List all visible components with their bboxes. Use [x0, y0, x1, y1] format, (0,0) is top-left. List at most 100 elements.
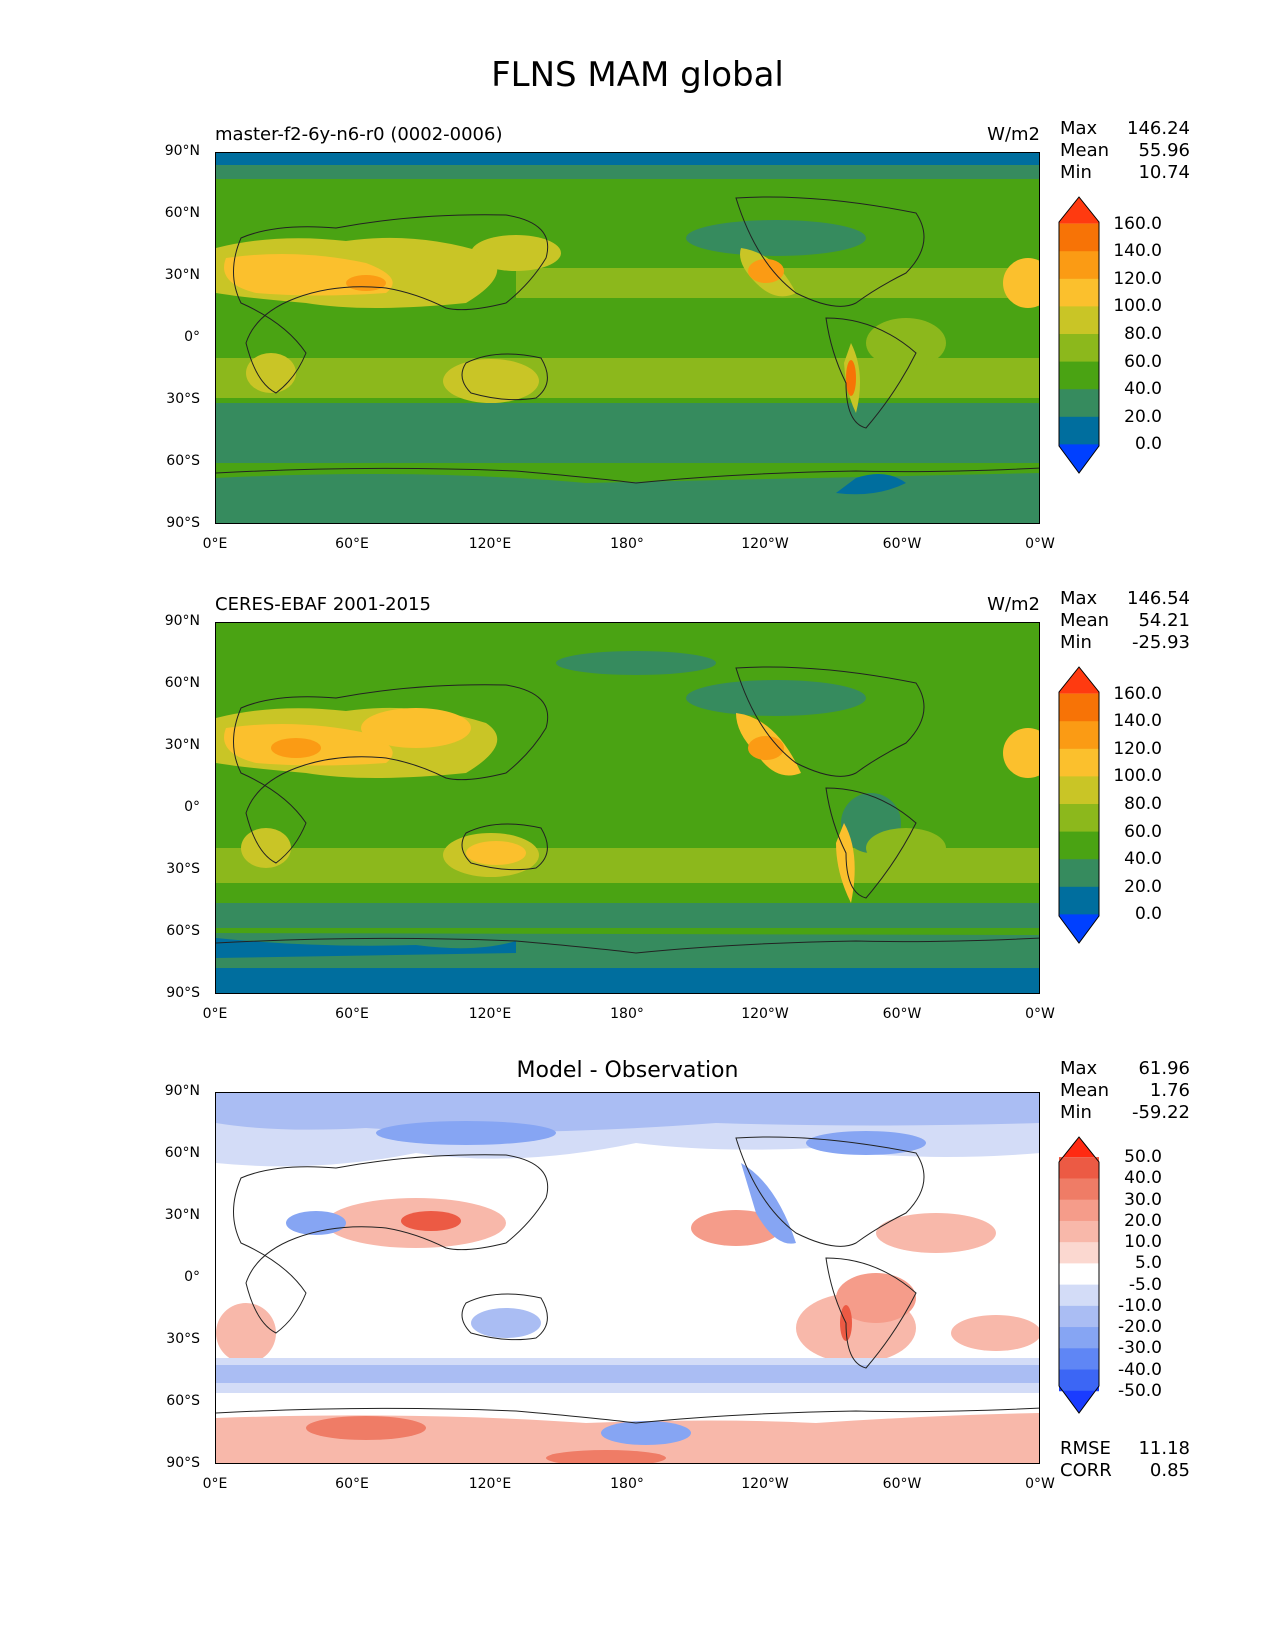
x-tick-label: 60°W	[882, 536, 922, 552]
metric-value: 0.85	[1149, 1460, 1190, 1481]
colorbar-segment	[1059, 721, 1099, 750]
colorbar: 50.0 40.0 30.0 20.0 10.0 5.0 -5.0 -10.0 -20.0 -30…	[1058, 1136, 1162, 1414]
colorbar-segment	[1059, 1137, 1099, 1162]
x-tick-label: 120°E	[468, 1476, 512, 1492]
stat-value: 146.24	[1127, 118, 1190, 139]
observation-map	[215, 622, 1040, 994]
colorbar-segment	[1059, 914, 1099, 943]
y-tick-label: 60°S	[166, 453, 200, 469]
colorbar-segment	[1059, 1284, 1099, 1307]
stat-value: 61.96	[1138, 1058, 1190, 1079]
colorbar-segment	[1059, 1242, 1099, 1264]
y-tick-label: 90°N	[164, 613, 200, 629]
y-tick-label: 0°	[184, 799, 200, 815]
stat-value: 146.54	[1127, 588, 1190, 609]
y-tick-label: 30°N	[164, 267, 200, 283]
stat-value: 55.96	[1138, 140, 1190, 161]
colorbar-segment	[1059, 1263, 1099, 1286]
y-tick-label: 60°S	[166, 923, 200, 939]
stat-label: Max	[1060, 588, 1098, 609]
stat-value: 1.76	[1149, 1080, 1190, 1101]
colorbar-segment	[1059, 1348, 1099, 1371]
x-tick-label: 180°	[610, 1476, 644, 1492]
stat-label: Mean	[1060, 140, 1110, 161]
metric-label: CORR	[1060, 1460, 1112, 1481]
colorbar-tick-label: -50.0	[1118, 1380, 1162, 1401]
colorbar-segment	[1059, 1199, 1099, 1222]
panel-model: master-f2-6y-n6-r0 (0002-0006) W/m2	[0, 0, 1275, 552]
colorbar-tick-label: 30.0	[1124, 1189, 1162, 1210]
stat-label: Min	[1060, 162, 1092, 183]
y-tick-label: 30°N	[164, 1207, 200, 1223]
stat-value: 54.21	[1138, 610, 1190, 631]
colorbar-tick-label: 100.0	[1113, 296, 1162, 317]
panel-observation: CERES-EBAF 2001-2015 W/m2	[0, 470, 1275, 1022]
colorbar-segment	[1059, 1220, 1099, 1243]
x-tick-label: 120°E	[468, 1006, 512, 1022]
colorbar-segment	[1059, 223, 1099, 252]
y-tick-label: 30°S	[166, 1331, 200, 1347]
y-tick-label: 60°N	[164, 205, 200, 221]
x-tick-label: 60°W	[882, 1006, 922, 1022]
metrics-box: RMSE 11.18 CORR 0.85	[1060, 1438, 1190, 1482]
x-tick-label: 120°E	[468, 536, 512, 552]
y-tick-label: 90°S	[166, 1455, 200, 1471]
colorbar-tick-label: 50.0	[1124, 1147, 1162, 1168]
colorbar-segment	[1059, 334, 1099, 363]
x-tick-label: 60°W	[882, 1476, 922, 1492]
difference-map	[215, 1092, 1040, 1464]
stat-value: 10.74	[1138, 162, 1190, 183]
panel-title-observation: CERES-EBAF 2001-2015	[215, 594, 431, 615]
colorbar-tick-label: 10.0	[1124, 1232, 1162, 1253]
colorbar-segment	[1059, 667, 1099, 694]
y-tick-label: 90°N	[164, 1083, 200, 1099]
x-tick-label: 0°E	[202, 536, 228, 552]
stat-value: -59.22	[1131, 1102, 1190, 1123]
colorbar-tick-label: 20.0	[1124, 406, 1162, 427]
metric-value: 11.18	[1138, 1438, 1190, 1459]
colorbar-segment	[1059, 886, 1099, 915]
colorbar-tick-label: 60.0	[1124, 821, 1162, 842]
panel-difference: Model - Observation	[0, 940, 1275, 1492]
colorbar-segment	[1059, 776, 1099, 805]
colorbar-segment	[1059, 197, 1099, 224]
y-tick-label: 90°S	[166, 515, 200, 531]
x-tick-label: 0°W	[1025, 536, 1055, 552]
colorbar-tick-label: -30.0	[1118, 1338, 1162, 1359]
x-tick-label: 180°	[610, 1006, 644, 1022]
colorbar-segment	[1059, 748, 1099, 777]
colorbar-segment	[1059, 859, 1099, 888]
colorbar-segment	[1059, 416, 1099, 445]
units-label: W/m2	[987, 594, 1040, 615]
panel-title-difference: Model - Observation	[516, 1058, 739, 1083]
colorbar-tick-label: 0.0	[1134, 904, 1162, 925]
x-tick-label: 120°W	[741, 536, 789, 552]
y-tick-label: 0°	[184, 329, 200, 345]
model-map	[215, 152, 1040, 524]
colorbar-segment	[1059, 1305, 1099, 1328]
figure-title: FLNS MAM global	[491, 55, 784, 95]
colorbar-segment	[1059, 831, 1099, 860]
colorbar-tick-label: 140.0	[1113, 711, 1162, 732]
stats-box: Max 61.96 Mean 1.76 Min -59.22	[1060, 1058, 1190, 1124]
stat-label: Min	[1060, 632, 1092, 653]
x-tick-label: 60°E	[335, 536, 369, 552]
stat-value: -25.93	[1131, 632, 1190, 653]
colorbar-tick-label: -10.0	[1118, 1295, 1162, 1316]
stats-box: Max 146.24 Mean 55.96 Min 10.74	[1060, 118, 1190, 184]
colorbar-segment	[1059, 251, 1099, 280]
x-tick-label: 0°E	[202, 1476, 228, 1492]
colorbar-svg	[1058, 1136, 1100, 1414]
colorbar: 160.0 140.0 120.0 100.0 80.0 60.0 40.0 20.0 0.0	[1058, 666, 1162, 944]
x-tick-label: 0°E	[202, 1006, 228, 1022]
colorbar: 160.0 140.0 120.0 100.0 80.0 60.0 40.0 20.0 0.0	[1058, 196, 1162, 474]
colorbar-segment	[1059, 1369, 1099, 1392]
colorbar-segment	[1059, 1178, 1099, 1201]
y-tick-label: 60°N	[164, 1145, 200, 1161]
colorbar-segment	[1059, 804, 1099, 833]
x-tick-label: 60°E	[335, 1006, 369, 1022]
colorbar-segment	[1059, 1386, 1099, 1413]
colorbar-tick-label: -5.0	[1128, 1274, 1162, 1295]
x-tick-label: 180°	[610, 536, 644, 552]
stat-label: Mean	[1060, 610, 1110, 631]
